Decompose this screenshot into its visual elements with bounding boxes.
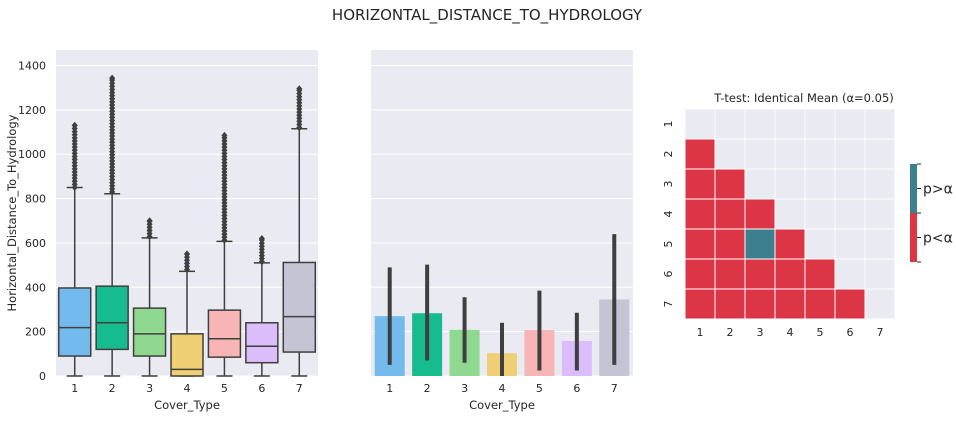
heatmap-cell-5-1 [685, 229, 715, 259]
barplot-xtick-label: 7 [611, 382, 618, 395]
boxplot-ylabel: Horizontal_Distance_To_Hydrology [5, 114, 19, 311]
heatmap-xtick-label: 1 [697, 326, 704, 339]
box-cover-type-1 [57, 121, 92, 377]
heatmap-xtick-label: 7 [877, 326, 884, 339]
heatmap-xtick-label: 5 [817, 326, 824, 339]
heatmap-cell-7-1 [685, 289, 715, 319]
boxplot-xtick-label: 4 [184, 382, 191, 395]
box-cover-type-5 [207, 131, 242, 377]
barplot-xtick-label: 2 [424, 382, 431, 395]
barplot-xtick-label: 4 [499, 382, 506, 395]
boxplot-ytick-label: 200 [25, 326, 46, 339]
colorbar-label-p-less: p<α [923, 231, 953, 247]
box-outlier-point [109, 74, 116, 82]
box-cover-type-3 [132, 217, 167, 377]
barplot-xtick-label: 1 [386, 382, 393, 395]
figure-suptitle: HORIZONTAL_DISTANCE_TO_HYDROLOGY [332, 6, 643, 25]
colorbar-segment-p-greater [910, 164, 917, 213]
boxplot-ytick-label: 0 [39, 370, 46, 383]
colorbar-segment-p-less [910, 213, 917, 262]
barplot-xtick-label: 5 [536, 382, 543, 395]
box-outlier-point [296, 85, 303, 93]
heatmap-cell-6-1 [685, 259, 715, 289]
heatmap-ytick-label: 1 [662, 121, 675, 128]
boxplot-ytick-label: 1200 [18, 104, 46, 117]
boxplot-xtick-label: 1 [71, 382, 78, 395]
boxplot-ytick-label: 800 [25, 193, 46, 206]
box-cover-type-2 [95, 74, 129, 377]
heatmap-ytick-label: 5 [662, 241, 675, 248]
heatmap-cell-7-3 [745, 289, 775, 319]
box-iqr [282, 261, 317, 353]
boxplot-ytick-label: 1000 [18, 148, 46, 161]
barplot-xlabel: Cover_Type [469, 398, 535, 412]
box-cover-type-4 [170, 250, 204, 377]
heatmap-xtick-label: 3 [757, 326, 764, 339]
heatmap-cell-4-2 [715, 199, 745, 229]
heatmap-colorbar: p>α p<α [910, 163, 953, 263]
boxplot-xtick-label: 3 [146, 382, 153, 395]
box-iqr [132, 307, 167, 357]
heatmap-cell-5-3 [745, 229, 775, 259]
box-outlier-point [258, 235, 265, 243]
box-outlier-point [221, 131, 228, 139]
box-outlier-point [71, 121, 78, 129]
box-iqr [57, 287, 92, 357]
colorbar-label-p-greater: p>α [923, 182, 953, 198]
boxplot-ytick-label: 1400 [18, 60, 46, 73]
box-outlier-point [146, 217, 153, 225]
ttest-heatmap-panel: T-test: Identical Mean (α=0.05) 1 2 3 4 5 6 7 1… [662, 91, 953, 339]
barplot-xtick-label: 3 [461, 382, 468, 395]
barplot-xtick-label: 6 [573, 382, 580, 395]
heatmap-cell-5-4 [775, 229, 805, 259]
heatmap-cell-4-3 [745, 199, 775, 229]
heatmap-cell-6-3 [745, 259, 775, 289]
heatmap-ytick-label: 4 [662, 211, 675, 218]
heatmap-cell-7-2 [715, 289, 745, 319]
box-cover-type-6 [245, 235, 279, 377]
heatmap-xtick-label: 4 [787, 326, 794, 339]
boxplot-panel: 0 200 400 600 800 1000 1200 1400 1 2 3 4 5 6 7 Cover_… [5, 50, 318, 412]
box-iqr [245, 322, 279, 364]
heatmap-ytick-label: 2 [662, 151, 675, 158]
boxplot-ytick-label: 600 [25, 237, 46, 250]
boxplot-xtick-label: 7 [296, 382, 303, 395]
heatmap-xtick-label: 2 [727, 326, 734, 339]
heatmap-cell-3-2 [715, 169, 745, 199]
boxplot-xlabel: Cover_Type [154, 398, 220, 412]
box-outlier-point [184, 250, 190, 258]
heatmap-ytick-label: 6 [662, 271, 675, 278]
heatmap-ytick-label: 3 [662, 181, 675, 188]
boxplot-xtick-label: 2 [109, 382, 116, 395]
heatmap-cell-4-1 [685, 199, 715, 229]
heatmap-cell-6-2 [715, 259, 745, 289]
heatmap-cell-5-2 [715, 229, 745, 259]
heatmap-ytick-label: 7 [662, 301, 675, 308]
box-iqr [95, 285, 129, 351]
boxplot-xtick-label: 6 [258, 382, 265, 395]
box-iqr [207, 309, 242, 358]
heatmap-cell-7-6 [835, 289, 865, 319]
heatmap-cell-7-4 [775, 289, 805, 319]
boxplot-ytick-label: 400 [25, 281, 46, 294]
boxplot-xtick-label: 5 [221, 382, 228, 395]
heatmap-title: T-test: Identical Mean (α=0.05) [713, 91, 894, 105]
barplot-panel: 1 2 3 4 5 6 7 Cover_Type [371, 50, 633, 412]
heatmap-cell-6-5 [805, 259, 835, 289]
heatmap-xtick-label: 6 [847, 326, 854, 339]
heatmap-cell-3-1 [685, 169, 715, 199]
box-cover-type-7 [282, 85, 317, 377]
heatmap-cell-2-1 [685, 139, 715, 169]
heatmap-cell-7-5 [805, 289, 835, 319]
heatmap-cell-6-4 [775, 259, 805, 289]
